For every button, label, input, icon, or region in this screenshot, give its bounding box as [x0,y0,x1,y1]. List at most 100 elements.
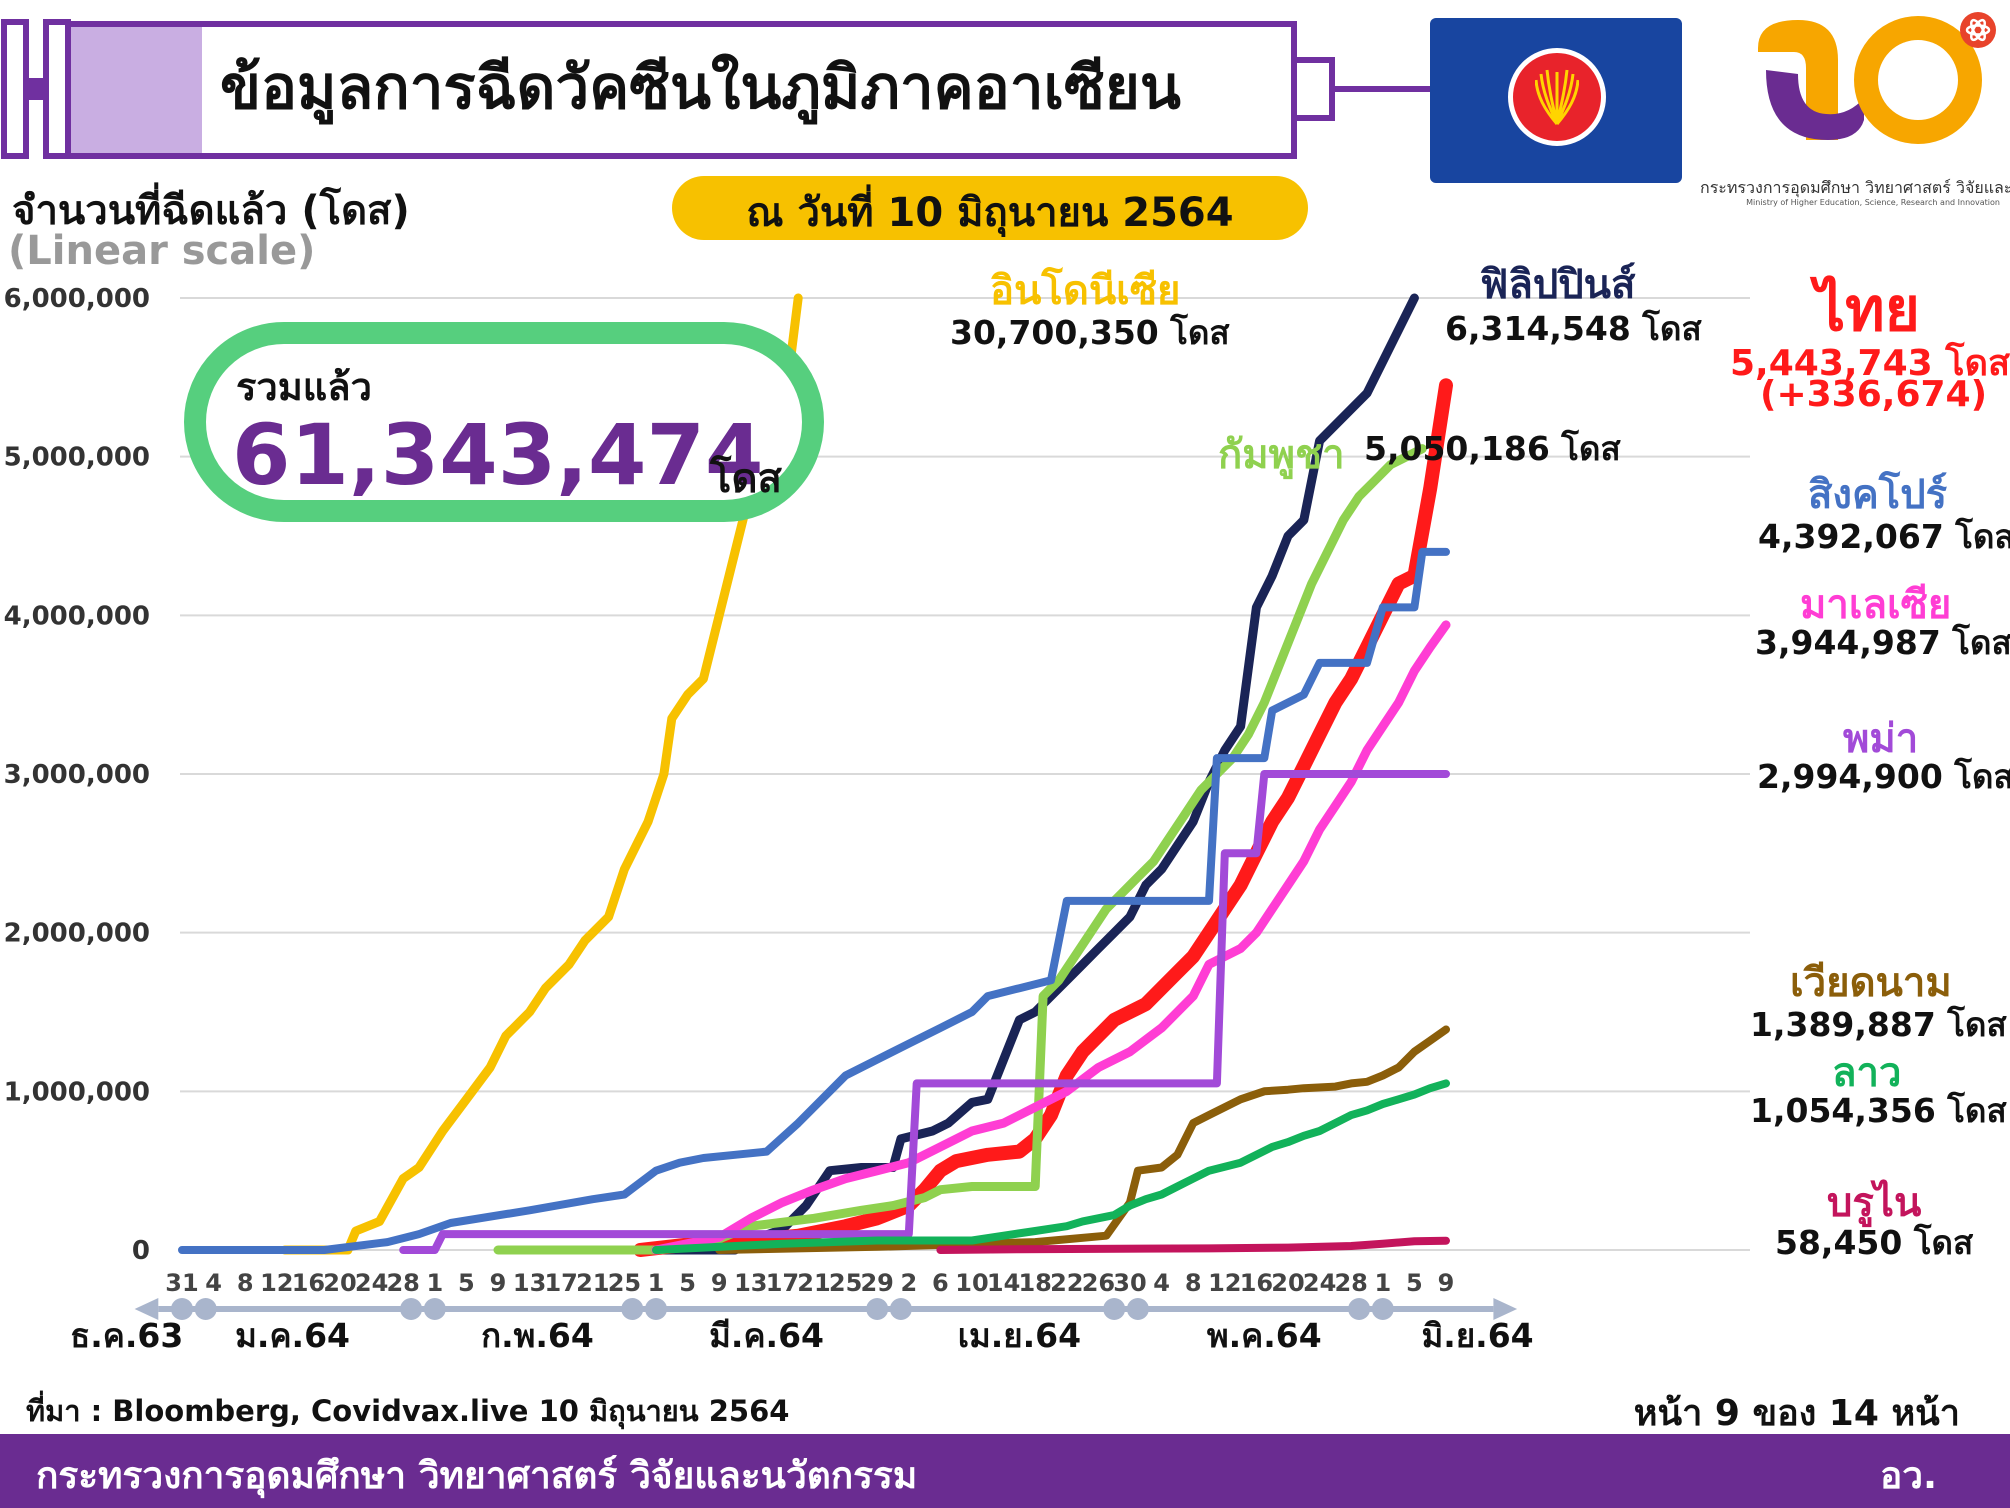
y-axis-title: จำนวนที่ฉีดแล้ว (โดส) [12,188,410,234]
series-total-label: 5,443,743 โดส [1730,343,2010,384]
series-line [399,770,1450,1254]
x-tick-label: 4 [1153,1269,1170,1297]
footer-bar [0,1434,2010,1508]
series-total-label: 6,314,548 โดส [1445,309,1702,348]
series-total-label: 3,944,987 โดส [1755,623,2010,662]
month-label: พ.ค.64 [1207,1316,1322,1355]
page-number: หน้า 9 ของ 14 หน้า [1633,1393,1960,1434]
x-tick-label: 21 [576,1269,609,1297]
y-tick-label: 0 [132,1236,150,1266]
footer-ministry: กระทรวงการอุดมศึกษา วิทยาศาสตร์ วิจัยและ… [36,1454,918,1497]
series-total-label: 1,054,356 โดส [1750,1091,2007,1130]
series-increase-label: (+336,674) [1760,374,1988,415]
series-line [178,547,1450,1254]
y-tick-label: 3,000,000 [4,760,150,790]
x-tick-label: 13 [513,1269,546,1297]
series-name-label: ฟิลิปปินส์ [1480,262,1636,308]
x-tick-label: 1 [648,1269,665,1297]
x-tick-label: 8 [237,1269,254,1297]
month-label: ม.ค.64 [235,1316,350,1355]
y-tick-label: 2,000,000 [4,919,150,949]
timeline-marker [171,1298,193,1320]
x-tick-label: 24 [355,1269,388,1297]
x-tick-label: 5 [458,1269,475,1297]
series-total-label: 58,450 โดส [1775,1223,1974,1262]
x-tick-label: 1 [426,1269,443,1297]
x-tick-label: 9 [1438,1269,1455,1297]
series-name-label: เวียดนาม [1790,960,1952,1006]
x-tick-label: 25 [829,1269,862,1297]
x-tick-label: 18 [1018,1269,1051,1297]
month-label: มิ.ย.64 [1422,1316,1534,1355]
x-tick-label: 5 [1406,1269,1423,1297]
x-tick-label: 6 [932,1269,949,1297]
total-unit: โดส [710,456,782,502]
x-tick-label: 28 [1334,1269,1367,1297]
series-name-label: กัมพูชา [1218,432,1345,478]
x-tick-label: 24 [1303,1269,1336,1297]
series-total-label: 1,389,887 โดส [1750,1005,2007,1044]
x-tick-label: 20 [1271,1269,1304,1297]
timeline-marker [1126,1298,1149,1320]
x-tick-label: 25 [608,1269,641,1297]
x-tick-label: 30 [1113,1269,1146,1297]
timeline-marker [889,1298,912,1320]
series-name-label: บรูไน [1827,1180,1922,1226]
x-tick-label: 31 [165,1269,198,1297]
x-tick-label: 26 [1082,1269,1115,1297]
x-tick-label: 28 [386,1269,419,1297]
y-scale-note: (Linear scale) [8,228,316,274]
series-line [652,1079,1450,1254]
month-label: เม.ย.64 [958,1316,1081,1355]
y-tick-label: 1,000,000 [4,1077,150,1107]
rice-sheaf-icon [1535,69,1579,125]
series-total-label: 4,392,067 โดส [1758,517,2010,556]
series-total-label: 30,700,350 โดส [950,313,1230,352]
date-text: ณ วันที่ 10 มิถุนายน 2564 [746,190,1234,236]
series-name-label: อินโดนีเซีย [990,268,1181,314]
timeline-marker [1103,1298,1126,1320]
timeline-marker [645,1298,667,1320]
timeline-marker [194,1298,217,1320]
timeline-marker [423,1298,446,1320]
x-tick-label: 2 [900,1269,917,1297]
x-tick-label: 17 [544,1269,577,1297]
series-line [936,1236,1450,1254]
logo-ministry-thai: กระทรวงการอุดมศึกษา วิทยาศาสตร์ วิจัยและ… [1700,178,2010,197]
x-tick-label: 1 [1374,1269,1391,1297]
y-axis: 6,000,000 5,000,000 4,000,000 3,000,000 2,00… [4,284,150,1266]
footer-abbreviation: อว. [1880,1454,1938,1497]
x-tick-label: 8 [1185,1269,1202,1297]
asean-emblem-icon [1508,48,1606,146]
x-tick-label: 12 [260,1269,293,1297]
series-name-label: ลาว [1832,1050,1902,1096]
total-label: รวมแล้ว [236,365,372,409]
x-tick-label: 13 [734,1269,767,1297]
x-tick-label: 29 [860,1269,893,1297]
x-tick-label: 16 [1240,1269,1273,1297]
timeline-marker [866,1298,889,1320]
timeline-arrow-left [134,1298,159,1320]
x-tick-label: 10 [955,1269,988,1297]
series-total-label: 5,050,186 โดส [1364,429,1621,468]
page-title: ข้อมูลการฉีดวัคซีนในภูมิภาคอาเซียน [220,53,1181,123]
x-tick-label: 9 [490,1269,507,1297]
x-tick-label: 21 [797,1269,830,1297]
date-badge [672,176,1308,240]
x-tick-label: 12 [1208,1269,1241,1297]
x-tick-label: 20 [323,1269,356,1297]
source-note: ที่มา : Bloomberg, Covidvax.live 10 มิถุ… [26,1394,790,1428]
x-tick-label: 5 [679,1269,696,1297]
logo-ministry-english: Ministry of Higher Education, Science, R… [1746,198,2000,207]
series-name-label: สิงคโปร์ [1808,472,1948,518]
month-label: ก.พ.64 [481,1316,594,1355]
x-tick-label: 16 [292,1269,325,1297]
timeline-marker [621,1298,644,1320]
series-name-label: มาเลเซีย [1800,582,1952,628]
timeline-marker [1371,1298,1394,1320]
mhesi-logo [1758,12,1996,144]
month-label: มี.ค.64 [709,1316,824,1355]
timeline-marker [400,1298,423,1320]
